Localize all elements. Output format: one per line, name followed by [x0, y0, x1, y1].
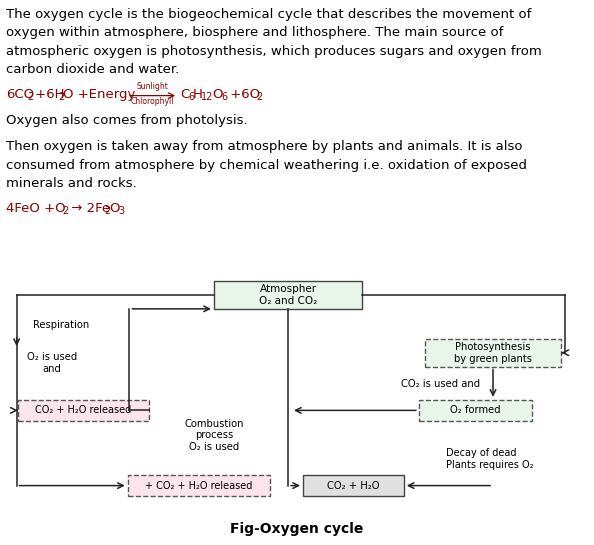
FancyBboxPatch shape: [425, 339, 561, 366]
Text: Sunlight: Sunlight: [136, 82, 168, 90]
Text: consumed from atmosphere by chemical weathering i.e. oxidation of exposed: consumed from atmosphere by chemical wea…: [6, 159, 527, 172]
Text: → 2Fe: → 2Fe: [67, 202, 110, 215]
Text: H: H: [193, 88, 203, 101]
Text: O₂ is used
and: O₂ is used and: [27, 352, 77, 373]
Text: 2: 2: [62, 205, 68, 216]
FancyBboxPatch shape: [419, 399, 532, 421]
Text: +6H: +6H: [31, 88, 65, 101]
Text: oxygen within atmosphere, biosphere and lithosphere. The main source of: oxygen within atmosphere, biosphere and …: [6, 26, 503, 39]
Text: 2: 2: [256, 92, 262, 101]
Text: CO₂ + H₂O: CO₂ + H₂O: [327, 481, 380, 490]
Text: O: O: [212, 88, 223, 101]
Text: 2: 2: [58, 92, 64, 101]
Text: CO₂ + H₂O released: CO₂ + H₂O released: [35, 405, 131, 415]
Text: carbon dioxide and water.: carbon dioxide and water.: [6, 63, 179, 76]
FancyBboxPatch shape: [128, 475, 270, 496]
Text: 12: 12: [201, 92, 213, 101]
Text: 3: 3: [118, 205, 124, 216]
Text: Then oxygen is taken away from atmosphere by plants and animals. It is also: Then oxygen is taken away from atmospher…: [6, 141, 523, 154]
Text: O +Energy: O +Energy: [63, 88, 135, 101]
Text: 2: 2: [104, 205, 110, 216]
FancyBboxPatch shape: [18, 399, 148, 421]
Text: 6: 6: [188, 92, 194, 101]
Text: O: O: [109, 202, 119, 215]
Text: + CO₂ + H₂O released: + CO₂ + H₂O released: [146, 481, 252, 490]
Text: 6CO: 6CO: [6, 88, 34, 101]
Text: +6O: +6O: [226, 88, 260, 101]
Text: atmospheric oxygen is photosynthesis, which produces sugars and oxygen from: atmospheric oxygen is photosynthesis, wh…: [6, 45, 542, 58]
Text: minerals and rocks.: minerals and rocks.: [6, 177, 137, 190]
Text: Photosynthesis
by green plants: Photosynthesis by green plants: [454, 342, 532, 364]
Text: C: C: [180, 88, 189, 101]
Text: Fig-Oxygen cycle: Fig-Oxygen cycle: [230, 522, 364, 536]
Text: 6: 6: [221, 92, 227, 101]
Text: Decay of dead
Plants requires O₂: Decay of dead Plants requires O₂: [446, 449, 533, 470]
Text: 2: 2: [27, 92, 33, 101]
FancyBboxPatch shape: [214, 281, 362, 309]
Text: Oxygen also comes from photolysis.: Oxygen also comes from photolysis.: [6, 114, 248, 127]
Text: Combustion
process
O₂ is used: Combustion process O₂ is used: [184, 419, 244, 452]
Text: The oxygen cycle is the biogeochemical cycle that describes the movement of: The oxygen cycle is the biogeochemical c…: [6, 8, 532, 21]
FancyBboxPatch shape: [303, 475, 404, 496]
Text: Atmospher
O₂ and CO₂: Atmospher O₂ and CO₂: [259, 284, 317, 306]
Text: 4FeO +O: 4FeO +O: [6, 202, 65, 215]
Text: Respiration: Respiration: [33, 320, 89, 330]
Text: CO₂ is used and: CO₂ is used and: [401, 379, 480, 389]
Text: Chlorophyll: Chlorophyll: [130, 96, 174, 106]
Text: O₂ formed: O₂ formed: [450, 405, 501, 415]
